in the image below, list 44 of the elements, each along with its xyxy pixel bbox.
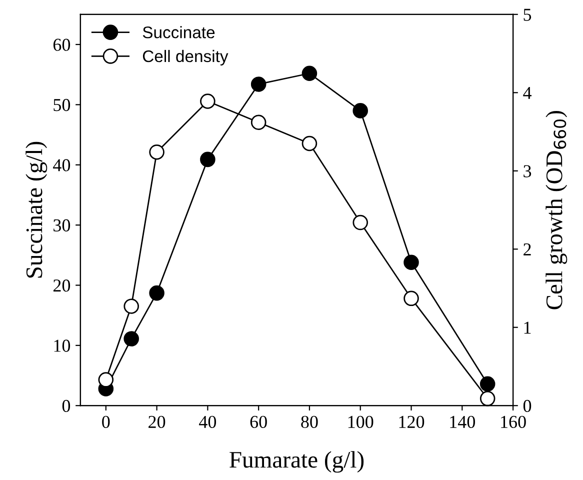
y-tick-label: 60 (53, 38, 70, 51)
y2-axis-title: Cell growth (OD$_{660}$) (546, 110, 568, 310)
y2-tick-label: 5 (524, 8, 532, 21)
legend-label: Succinate (142, 26, 215, 38)
x-tick-label: 120 (399, 416, 424, 428)
x-tick-label: 40 (199, 416, 216, 428)
point (352, 214, 368, 230)
point (250, 76, 266, 92)
y-tick-label: 10 (54, 340, 70, 352)
point (480, 376, 496, 392)
point (98, 372, 114, 388)
point (404, 290, 419, 306)
point (404, 254, 419, 270)
y2-tick-label: 2 (524, 243, 531, 256)
legend-label: Cell density (142, 50, 228, 66)
y-tick-label: 20 (53, 279, 70, 292)
y-tick-label: 50 (54, 98, 70, 112)
point (149, 144, 164, 160)
point (200, 152, 216, 168)
point (302, 66, 318, 82)
point (250, 114, 266, 130)
point (302, 136, 318, 152)
y-axis-title: Succinate (g/l) (26, 142, 48, 278)
x-axis-title: Fumarate (g/l) (230, 451, 364, 473)
x-tick-label: 0 (102, 416, 110, 428)
x-tick-label: 60 (250, 416, 267, 428)
y2-tick-label: 4 (523, 87, 532, 99)
y2-tick-label: 1 (524, 322, 531, 334)
x-tick-label: 100 (348, 416, 374, 428)
point (480, 390, 496, 406)
x-tick-label: 20 (148, 416, 166, 428)
point (124, 298, 139, 314)
x-tick-label: 80 (301, 416, 318, 428)
y-tick-label: 30 (54, 219, 70, 232)
point (352, 103, 368, 118)
y2-tick-label: 0 (523, 400, 532, 412)
point (200, 94, 216, 109)
x-tick-label: 140 (450, 416, 475, 428)
y-tick-label: 0 (62, 400, 70, 412)
x-tick-label: 160 (501, 416, 526, 428)
y-tick-label: 40 (53, 159, 70, 172)
y2-tick-label: 3 (524, 165, 532, 178)
point (124, 331, 139, 346)
point (149, 285, 164, 301)
